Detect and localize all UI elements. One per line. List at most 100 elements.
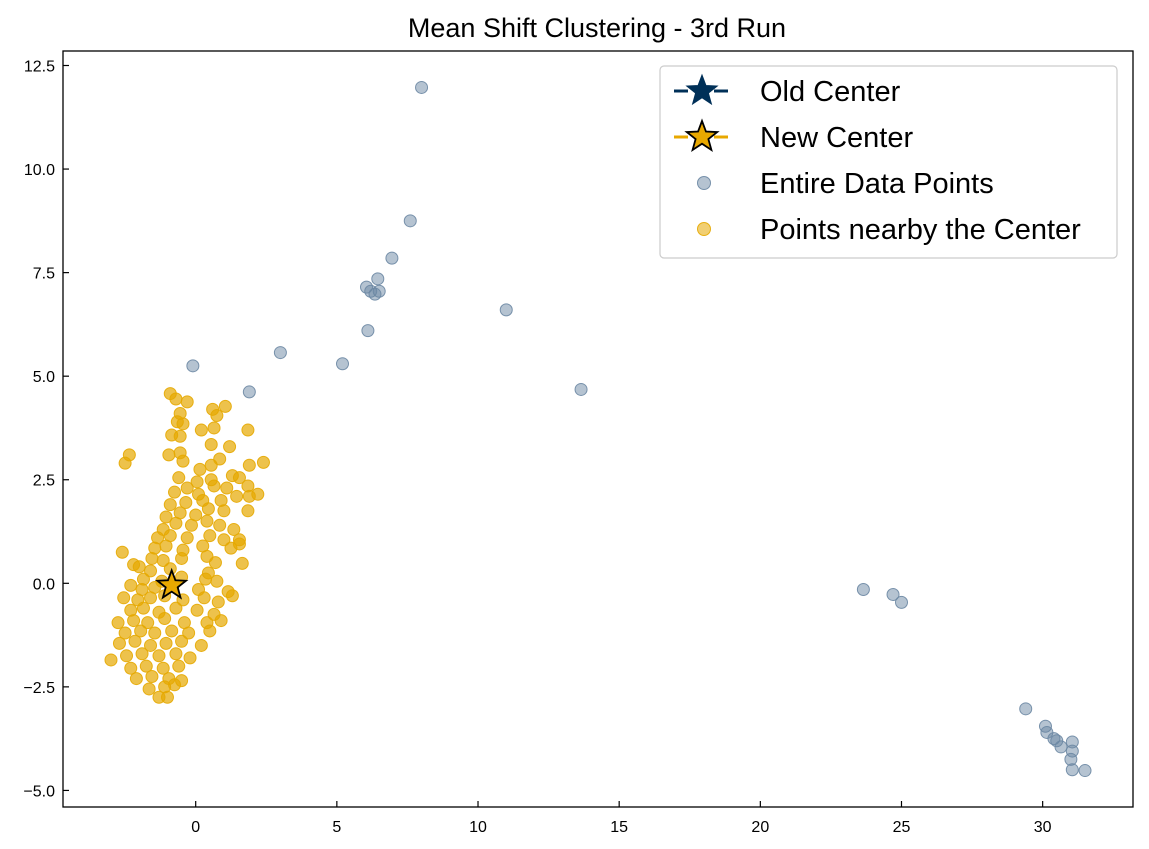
entire-data-point [886,587,900,601]
nearby-point [159,510,173,524]
nearby-point [144,564,158,578]
nearby-point [180,395,194,409]
nearby-point [203,529,217,543]
nearby-point [144,591,158,605]
nearby-point [204,438,218,452]
entire-data-point [895,595,908,609]
nearby-point [213,518,227,532]
y-tick-label: −2.5 [23,680,55,697]
chart-title: Mean Shift Clustering - 3rd Run [408,13,786,43]
nearby-point [152,649,166,663]
nearby-point [218,399,232,413]
x-tick-label: 15 [610,819,628,836]
entire-data-point [371,272,385,286]
entire-data-point [403,214,417,228]
nearby-point [235,556,249,570]
nearby-point [168,678,182,692]
nearby-point [227,522,241,536]
nearby-point [175,551,189,565]
nearby-point [141,616,155,630]
entire-data-point [1078,764,1092,778]
nearby-point [256,455,270,469]
nearby-point [148,626,162,640]
nearby-point [241,504,255,518]
nearby-point [160,690,174,704]
nearby-point [223,440,237,454]
nearby-point [194,423,208,437]
entire-data-point [1019,702,1033,716]
nearby-point [184,518,198,532]
nearby-point [120,649,134,663]
legend-label: Old Center [760,76,901,108]
entire-data-point [336,357,349,371]
nearby-point [183,651,197,665]
entire-data-point [372,284,386,298]
y-tick-label: 2.5 [33,473,55,490]
legend-marker [697,222,711,236]
nearby-point [201,502,215,516]
nearby-point [207,479,221,493]
nearby-point [180,481,194,495]
y-tick-label: 12.5 [24,58,55,75]
nearby-point [139,659,153,673]
legend-label: Points nearby the Center [760,214,1081,246]
x-tick-label: 5 [332,819,341,836]
plot-frame [62,50,1134,808]
nearby-point [190,603,204,617]
entire-data-point [499,303,513,317]
entire-data-point [361,324,375,338]
nearby-point [194,638,208,652]
legend-label: Entire Data Points [760,168,994,200]
nearby-point [208,556,222,570]
nearby-point [104,653,118,667]
nearby-point [124,578,138,592]
nearby-point [175,634,189,648]
legend: Old Center New Center Entire Data Points Po… [659,65,1118,259]
entire-data-point [242,385,256,399]
nearby-point [225,589,239,603]
nearby-point [232,471,246,485]
legend-old-center-star [685,73,719,106]
nearby-point [112,636,126,650]
x-tick-label: 30 [1034,819,1052,836]
nearby-point [172,659,186,673]
nearby-point [132,560,146,574]
nearby-point [128,634,142,648]
nearby-point [145,551,159,565]
nearby-point [232,537,246,551]
nearby-point [118,626,132,640]
nearby-point [210,409,224,423]
nearby-point [156,661,170,675]
nearby-point [117,591,131,605]
nearby-point [217,504,231,518]
nearby-point [242,458,256,472]
nearby-point [124,661,138,675]
nearby-point [156,554,170,568]
nearby-point [142,682,156,696]
nearby-point [242,489,256,503]
nearby-point [230,489,244,503]
legend-label: New Center [760,122,913,154]
nearby-point [217,533,231,547]
y-tick-label: 0.0 [33,576,55,593]
nearby-point [213,452,227,466]
nearby-point [190,475,204,489]
entire-data-point [574,382,588,396]
nearby-point [172,471,186,485]
nearby-point [145,670,159,684]
nearby-point [241,423,255,437]
y-tick-label: −5.0 [23,783,55,800]
nearby-point [163,498,177,512]
nearby-point [111,616,125,630]
nearby-point [144,638,158,652]
entire-data-point [1065,763,1079,777]
nearby-point [168,485,182,499]
legend-marker [697,176,711,190]
entire-data-point [415,80,429,94]
nearby-point [179,496,193,510]
nearby-point [165,624,179,638]
x-tick-label: 25 [893,819,911,836]
nearby-point [159,636,173,650]
nearby-point [214,614,228,628]
